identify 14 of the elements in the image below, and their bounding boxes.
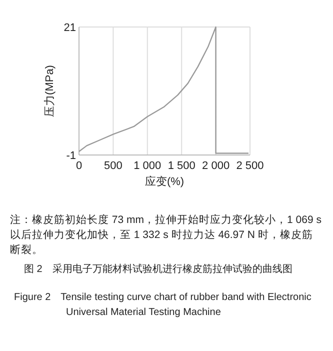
y-tick-label: -1 xyxy=(66,150,76,162)
x-tick-label: 0 xyxy=(76,160,82,172)
x-tick-label: 2 500 xyxy=(236,160,264,172)
line-series xyxy=(78,26,250,154)
x-tick-label: 1 000 xyxy=(134,160,162,172)
x-tick-label: 2 000 xyxy=(202,160,230,172)
y-tick-label: 21 xyxy=(64,22,76,34)
text: 注：橡皮筋初始长度 73 mm，拉伸开始时应力变化较小，1 069 s 以后拉伸力变化加快，至 1 332 s 时拉力达 46.97 N 时，橡皮筋断裂。 xyxy=(10,213,322,258)
caption: Figure 2 Tensile testing curve chart of rubber band with Electronic Universal Material Testing Machine xyxy=(14,291,312,320)
x-tick-label: 500 xyxy=(104,160,122,172)
y-axis-title: 压力(MPa) xyxy=(43,65,56,117)
caption: 图 2 采用电子万能材料试验机进行橡皮筋拉伸试验的曲线图 xyxy=(24,262,294,277)
x-axis-title: 应变(%) xyxy=(144,175,184,188)
x-tick-label: 1 500 xyxy=(168,160,196,172)
